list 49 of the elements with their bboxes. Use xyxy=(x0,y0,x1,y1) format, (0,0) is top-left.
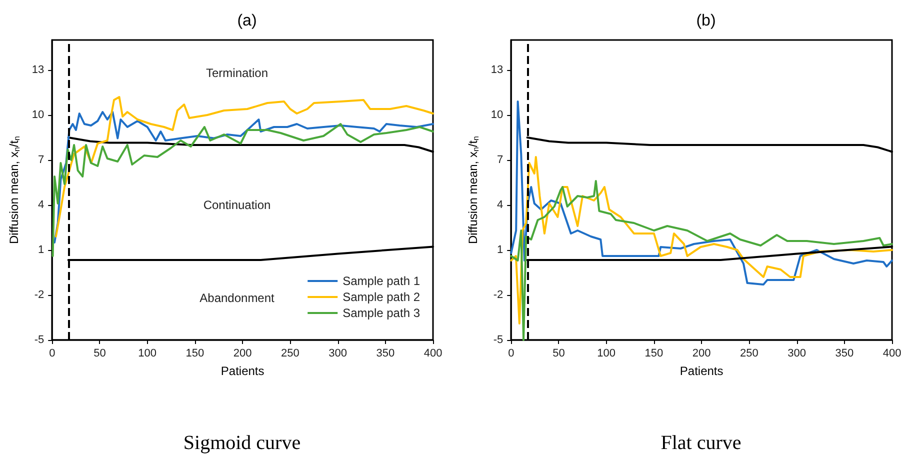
chart-title: (b) xyxy=(696,12,716,30)
y-tick-label: -5 xyxy=(34,334,44,346)
y-tick-label: -2 xyxy=(493,289,504,301)
x-tick-label: 200 xyxy=(233,348,252,360)
y-tick-label: -2 xyxy=(34,289,44,301)
x-tick-label: 400 xyxy=(424,348,442,360)
text: Flat curve xyxy=(660,432,742,454)
line-series xyxy=(510,156,893,324)
x-tick-label: 100 xyxy=(138,348,157,360)
x-tick-label: 50 xyxy=(94,348,106,360)
x-tick-label: 150 xyxy=(644,348,664,360)
y-tick-label: 13 xyxy=(32,64,44,76)
chart-title: (a) xyxy=(237,12,257,30)
x-tick-label: 350 xyxy=(376,348,395,360)
y-axis-title: Diffusion mean, xn/tn xyxy=(7,136,22,244)
x-tick-label: 250 xyxy=(740,348,758,360)
x-tick-label: 150 xyxy=(186,348,204,360)
y-tick-label: 10 xyxy=(32,109,44,121)
x-tick-label: 300 xyxy=(328,348,347,360)
x-tick-label: 0 xyxy=(49,348,56,360)
y-tick-label: 10 xyxy=(490,109,504,121)
x-tick-label: 50 xyxy=(552,348,565,360)
legend-label: Sample path 1 xyxy=(342,274,420,288)
y-tick-label: 7 xyxy=(497,154,504,166)
y-axis-title: Diffusion mean, xn/tn xyxy=(466,136,480,244)
x-tick-label: 400 xyxy=(882,348,901,360)
x-tick-label: 100 xyxy=(597,348,616,360)
line-series xyxy=(510,100,893,286)
annotation: Abandonment xyxy=(200,291,276,305)
line-series xyxy=(52,123,434,257)
y-tick-label: 4 xyxy=(38,199,44,211)
x-tick-label: 200 xyxy=(692,348,711,360)
annotation: Continuation xyxy=(203,198,271,212)
x-tick-label: 350 xyxy=(835,348,854,360)
x-axis-title: Patients xyxy=(220,364,264,378)
x-axis-title: Patients xyxy=(680,364,724,378)
legend-label: Sample path 3 xyxy=(342,306,420,320)
text: Sigmoid curve xyxy=(183,432,301,454)
y-tick-label: 1 xyxy=(38,244,44,256)
y-tick-label: 13 xyxy=(490,64,504,76)
y-tick-label: 1 xyxy=(497,244,504,256)
annotation: Termination xyxy=(206,66,268,80)
legend-label: Sample path 2 xyxy=(342,290,420,304)
x-tick-label: 0 xyxy=(508,348,514,360)
x-tick-label: 300 xyxy=(788,348,806,360)
y-tick-label: 4 xyxy=(497,199,504,211)
y-tick-label: -5 xyxy=(493,334,504,346)
x-tick-label: 250 xyxy=(280,348,300,360)
y-tick-label: 7 xyxy=(38,154,44,166)
